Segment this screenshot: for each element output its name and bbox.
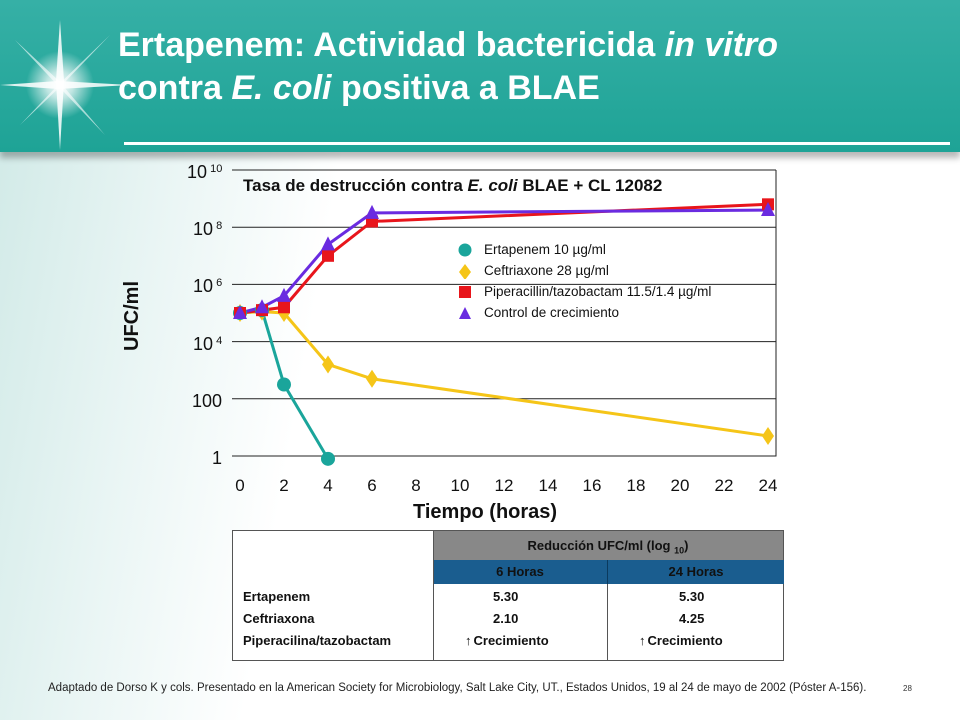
data-point	[322, 355, 334, 374]
y-tick-label: 10 10	[187, 162, 223, 182]
reduction-table: Reducción UFC/ml (log 10) 6 Horas 24 Hor…	[232, 530, 784, 661]
data-point	[278, 301, 290, 314]
table-cell-drug: Ceftriaxona	[243, 611, 315, 626]
footnote-citation: Adaptado de Dorso K y cols. Presentado e…	[48, 682, 867, 694]
plot-frame	[232, 170, 777, 457]
x-tick-label: 18	[626, 476, 646, 495]
table-cell-drug: Piperacilina/tazobactam	[243, 633, 392, 648]
x-tick-label: 2	[279, 476, 289, 495]
table-divider-1	[433, 531, 434, 660]
slide-title-line-1: Ertapenem: Actividad bactericida in vitr…	[118, 26, 779, 64]
x-axis-label: Tiempo (horas)	[413, 501, 558, 523]
x-tick-label: 4	[323, 476, 333, 495]
x-tick-label: 14	[538, 476, 558, 495]
y-axis-label: UFC/ml	[121, 281, 143, 351]
y-tick-label: 1	[212, 448, 223, 468]
y-tick-label: 10 6	[193, 276, 223, 297]
table-cell-6h: 5.30	[493, 589, 519, 604]
data-point	[366, 369, 378, 388]
up-arrow-icon: ↑	[465, 633, 472, 648]
up-arrow-icon: ↑	[639, 633, 646, 648]
x-tick-label: 16	[582, 476, 602, 495]
title-underline	[124, 142, 950, 145]
triangle-marker-icon	[459, 307, 471, 319]
x-tick-label: 12	[494, 476, 514, 495]
table-cell-24h: 4.25	[679, 611, 705, 626]
y-tick-label: 100	[192, 390, 223, 411]
x-tick-label: 10	[450, 476, 470, 495]
table-cell-24h: ↑ Crecimiento	[639, 631, 723, 651]
table-divider-2	[607, 584, 608, 660]
table-header-24h: 24 Horas	[607, 560, 784, 584]
data-point	[233, 305, 247, 319]
data-point	[761, 202, 775, 217]
data-point	[277, 287, 291, 302]
x-tick-label: 22	[714, 476, 734, 495]
page-number: 28	[903, 684, 912, 693]
data-point	[762, 426, 774, 445]
data-point	[255, 299, 269, 314]
table-cell-24h: 5.30	[679, 589, 705, 604]
diamond-marker-icon	[459, 264, 471, 279]
table-header-main: Reducción UFC/ml (log 10)	[433, 531, 783, 561]
chart-markers	[233, 198, 775, 466]
data-point	[277, 377, 291, 392]
table-cell-6h: 2.10	[493, 611, 519, 626]
y-tick-label: 10 4	[193, 333, 223, 354]
x-tick-label: 8	[411, 476, 421, 495]
circle-marker-icon	[458, 243, 472, 257]
data-point	[321, 236, 335, 251]
x-tick-label: 0	[235, 476, 245, 495]
table-header-6h: 6 Horas	[433, 560, 607, 584]
x-tick-label: 20	[670, 476, 690, 495]
x-tick-label: 24	[758, 476, 778, 495]
data-point	[322, 249, 334, 262]
title-banner: Ertapenem: Actividad bactericida in vitr…	[0, 0, 960, 152]
y-tick-label: 10 8	[193, 219, 223, 240]
x-tick-label: 6	[367, 476, 377, 495]
data-point	[321, 451, 335, 466]
sparkle-icon	[0, 20, 130, 150]
slide-title-line-2: contra E. coli positiva a BLAE	[118, 69, 600, 107]
data-point	[365, 204, 379, 219]
series-line	[239, 310, 769, 438]
square-marker-icon	[459, 286, 471, 298]
table-cell-6h: ↑ Crecimiento	[465, 631, 549, 651]
chart-gridlines	[232, 169, 777, 457]
chart-title: Tasa de destrucción contra E. coli BLAE …	[243, 176, 663, 195]
table-cell-drug: Ertapenem	[243, 589, 311, 604]
